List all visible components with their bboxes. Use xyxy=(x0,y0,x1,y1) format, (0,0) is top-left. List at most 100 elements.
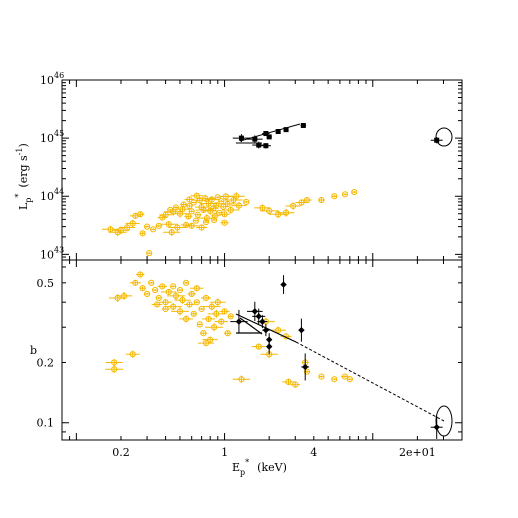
bottom-marker xyxy=(162,299,169,306)
bottom-point xyxy=(143,290,151,298)
bottom-point xyxy=(202,315,216,323)
top-marker xyxy=(211,212,218,219)
top-marker xyxy=(224,200,231,207)
top-marker xyxy=(227,206,234,214)
top-fit-line-upper xyxy=(239,123,301,142)
bottom-point xyxy=(223,330,232,337)
top-point xyxy=(180,221,192,229)
top-point xyxy=(186,202,193,210)
top-point xyxy=(184,213,193,220)
top-point xyxy=(302,196,312,204)
top-point xyxy=(351,188,358,196)
bottom-point xyxy=(265,339,273,355)
top-marker xyxy=(114,229,121,236)
bottom-x-tick-label: 1 xyxy=(221,446,228,459)
bottom-point xyxy=(257,315,268,329)
top-marker xyxy=(300,122,306,128)
bottom-marker xyxy=(155,294,162,302)
top-marker xyxy=(275,128,281,134)
bottom-point xyxy=(199,330,208,337)
top-point xyxy=(168,223,187,232)
top-point xyxy=(180,201,188,208)
top-marker xyxy=(214,194,221,201)
bottom-marker xyxy=(159,283,166,290)
top-point xyxy=(275,128,281,134)
top-y-tick-label: 1044 xyxy=(40,187,64,203)
bottom-marker xyxy=(200,330,207,337)
bottom-point xyxy=(108,293,127,302)
top-point xyxy=(277,208,295,217)
top-marker xyxy=(146,250,153,257)
bottom-marker xyxy=(298,326,305,334)
top-marker xyxy=(172,204,180,211)
top-marker xyxy=(188,208,195,215)
bottom-marker xyxy=(111,366,118,373)
bottom-marker xyxy=(176,286,184,294)
bottom-point xyxy=(270,326,286,334)
bottom-point xyxy=(340,373,350,380)
top-point xyxy=(139,230,146,237)
top-y-tick-labels: 1043 1044 1045 1046 xyxy=(40,71,64,261)
top-point xyxy=(163,228,181,236)
bottom-marker xyxy=(214,299,221,306)
top-marker xyxy=(192,217,199,224)
top-marker xyxy=(186,202,193,210)
top-marker xyxy=(298,199,305,206)
top-marker xyxy=(124,224,131,231)
bottom-point xyxy=(209,298,226,306)
bottom-x-tick-labels: 0.2 1 4 2e+01 xyxy=(112,446,436,459)
bottom-marker xyxy=(172,292,180,300)
top-marker xyxy=(303,196,311,204)
top-marker xyxy=(252,136,258,142)
bottom-point xyxy=(219,308,230,315)
bottom-panel: 0.1 0.2 0.5 0.2 1 4 2e+01 b Ep* (keV) xyxy=(30,259,463,477)
top-point xyxy=(260,207,279,215)
top-data-marks xyxy=(102,122,443,257)
bottom-point xyxy=(202,336,218,343)
top-point xyxy=(150,226,157,233)
top-point xyxy=(202,218,210,226)
bottom-y-tick-label: 0.5 xyxy=(37,277,55,290)
bottom-marker xyxy=(162,305,169,313)
top-marker xyxy=(186,196,193,203)
top-marker xyxy=(266,134,272,140)
bottom-fit-line-steep xyxy=(239,317,263,335)
bottom-marker xyxy=(193,299,200,306)
top-point xyxy=(172,204,180,211)
bottom-marker xyxy=(179,296,186,304)
bottom-point xyxy=(182,279,190,286)
bottom-point xyxy=(280,275,287,294)
top-panel: 1043 1044 1045 1046 Lp*(erg s-1) xyxy=(14,71,463,261)
bottom-marker xyxy=(227,313,234,320)
bottom-marker xyxy=(193,285,200,292)
bottom-point xyxy=(331,376,338,383)
top-point xyxy=(146,250,153,257)
top-marker xyxy=(155,222,162,229)
bottom-marker xyxy=(152,286,159,294)
bottom-marker xyxy=(198,305,205,313)
bottom-point xyxy=(184,301,195,308)
top-marker xyxy=(174,224,181,231)
top-point xyxy=(214,194,221,201)
top-marker xyxy=(168,229,175,236)
bottom-point xyxy=(161,305,170,313)
bottom-point xyxy=(136,271,145,278)
bottom-point xyxy=(198,339,215,347)
bottom-point xyxy=(346,376,353,383)
top-marker xyxy=(238,135,244,141)
bottom-marker xyxy=(202,294,210,302)
bottom-x-tick-label: 0.2 xyxy=(112,446,130,459)
top-marker xyxy=(341,191,349,198)
bottom-point xyxy=(170,283,177,290)
bottom-marker xyxy=(148,279,155,286)
bottom-point xyxy=(139,285,146,292)
top-marker xyxy=(221,219,228,226)
top-marker xyxy=(256,142,262,148)
bottom-marker xyxy=(202,339,210,347)
top-marker xyxy=(202,218,210,226)
bottom-marker xyxy=(265,343,273,350)
bottom-fit-lines xyxy=(235,313,297,343)
top-marker xyxy=(167,206,174,214)
bottom-point xyxy=(115,292,133,300)
